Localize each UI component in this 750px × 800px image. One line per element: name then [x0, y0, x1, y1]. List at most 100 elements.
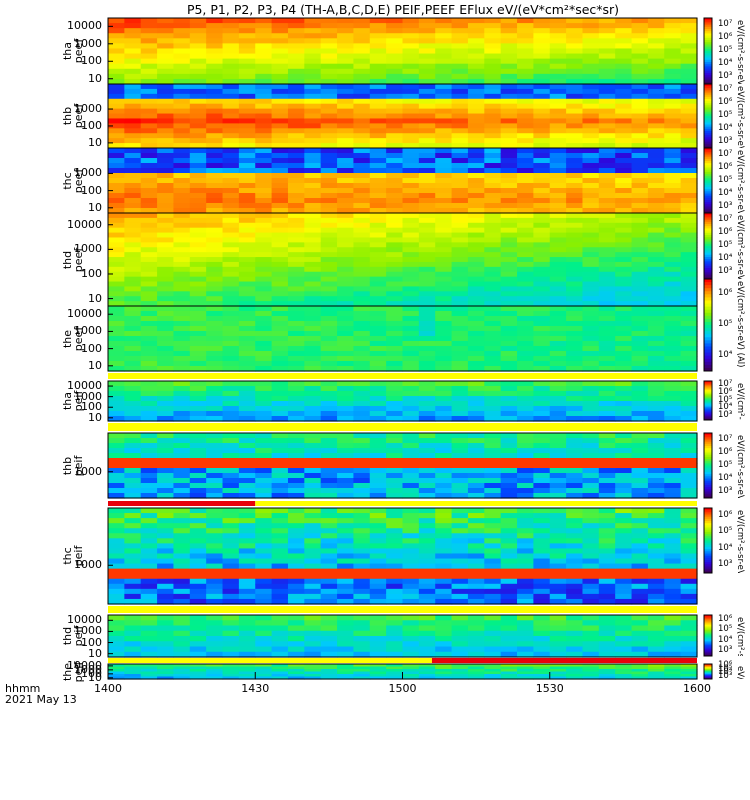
x-tick-label: 1400 — [94, 682, 122, 695]
spectrogram-cell — [337, 448, 355, 454]
spectrogram-cell — [140, 276, 158, 283]
spectrogram-cell — [566, 666, 584, 670]
spectrogram-cell — [140, 493, 158, 499]
spectrogram-cell — [500, 128, 518, 134]
spectrogram-cell — [271, 33, 289, 39]
spectrogram-cell — [353, 84, 371, 90]
panel-frame — [107, 305, 698, 372]
spectrogram-cell — [140, 148, 158, 154]
spectrogram-cell — [124, 438, 142, 444]
spectrogram-cell — [189, 458, 207, 464]
spectrogram-cell — [337, 411, 355, 417]
spectrogram-cell — [418, 381, 436, 387]
spectrogram-cell — [222, 636, 240, 642]
spectrogram-cell — [140, 193, 158, 199]
spectrogram-cell — [320, 518, 338, 524]
spectrogram-cell — [386, 281, 404, 288]
spectrogram-cell — [418, 237, 436, 243]
spectrogram-cell — [157, 291, 175, 297]
spectrogram-cell — [189, 548, 207, 555]
spectrogram-cell — [533, 543, 551, 550]
spectrogram-cell — [582, 443, 600, 449]
spectrogram-cell — [287, 133, 305, 139]
spectrogram-cell — [189, 568, 207, 575]
spectrogram-cell — [189, 513, 207, 519]
y-tick-label: 1000 — [74, 624, 102, 638]
spectrogram-cell — [206, 33, 224, 39]
spectrogram-cell — [418, 193, 436, 199]
spectrogram-cell — [337, 321, 355, 327]
spectrogram-cell — [500, 183, 518, 189]
colorbar-step — [704, 620, 712, 623]
spectrogram-cell — [287, 625, 305, 632]
spectrogram-cell — [238, 183, 256, 189]
spectrogram-cell — [402, 84, 420, 90]
spectrogram-cell — [304, 346, 322, 352]
spectrogram-cell — [517, 183, 534, 189]
spectrogram-cell — [369, 625, 387, 632]
spectrogram-cell — [238, 188, 256, 194]
spectrogram-cell — [517, 178, 534, 184]
spectrogram-cell — [451, 286, 469, 292]
spectrogram-cell — [598, 346, 616, 352]
colorbar-step — [704, 352, 712, 357]
spectrogram-cell — [287, 271, 305, 278]
spectrogram-cell — [369, 351, 387, 357]
spectrogram-cell — [664, 341, 682, 347]
spectrogram-cell — [206, 583, 224, 590]
spectrogram-cell — [582, 553, 600, 560]
spectrogram-cell — [238, 396, 256, 402]
spectrogram-cell — [320, 523, 338, 529]
spectrogram-cell — [467, 641, 485, 648]
spectrogram-cell — [108, 281, 125, 288]
spectrogram-cell — [418, 331, 436, 337]
spectrogram-cell — [680, 674, 698, 678]
spectrogram-cell — [517, 381, 534, 387]
spectrogram-cell — [615, 133, 633, 139]
spectrogram-cell — [680, 411, 698, 417]
colorbar-step — [704, 540, 712, 544]
spectrogram-cell — [500, 331, 518, 337]
spectrogram-cell — [369, 281, 387, 288]
spectrogram-cell — [124, 443, 142, 449]
spectrogram-cell — [484, 513, 502, 519]
spectrogram-cell — [206, 568, 224, 575]
spectrogram-cell — [435, 193, 453, 199]
spectrogram-cell — [287, 493, 305, 499]
colorbar-tick-label: 10⁴ — [718, 253, 733, 264]
spectrogram-cell — [484, 68, 502, 75]
spectrogram-cell — [549, 646, 567, 653]
spectrogram-cell — [337, 598, 355, 605]
spectrogram-cell — [271, 341, 289, 347]
spectrogram-cell — [598, 203, 616, 209]
spectrogram-cell — [631, 458, 649, 464]
spectrogram-cell — [189, 213, 207, 219]
spectrogram-cell — [353, 401, 371, 407]
spectrogram-cell — [533, 296, 551, 302]
spectrogram-cell — [337, 568, 355, 575]
spectrogram-cell — [680, 366, 698, 372]
spectrogram-cell — [320, 671, 338, 675]
spectrogram-cell — [189, 401, 207, 407]
spectrogram-cell — [353, 336, 371, 342]
spectrogram-cell — [566, 158, 584, 164]
spectrogram-cell — [386, 625, 404, 632]
spectrogram-cell — [206, 406, 224, 412]
spectrogram-cell — [664, 28, 682, 34]
spectrogram-cell — [566, 651, 584, 658]
spectrogram-cell — [680, 331, 698, 337]
colorbar-step — [704, 232, 712, 236]
spectrogram-cell — [517, 73, 534, 80]
spectrogram-cell — [255, 203, 273, 209]
spectrogram-cell — [533, 341, 551, 347]
spectrogram-cell — [582, 153, 600, 159]
spectrogram-cell — [157, 281, 175, 288]
colorbar-step — [704, 44, 712, 48]
spectrogram-cell — [304, 676, 322, 680]
spectrogram-cell — [418, 588, 436, 595]
spectrogram-cell — [680, 247, 698, 253]
spectrogram-cell — [173, 98, 191, 105]
spectrogram-cell — [108, 213, 125, 219]
spectrogram-cell — [222, 133, 240, 139]
spectrogram-cell — [680, 351, 698, 357]
